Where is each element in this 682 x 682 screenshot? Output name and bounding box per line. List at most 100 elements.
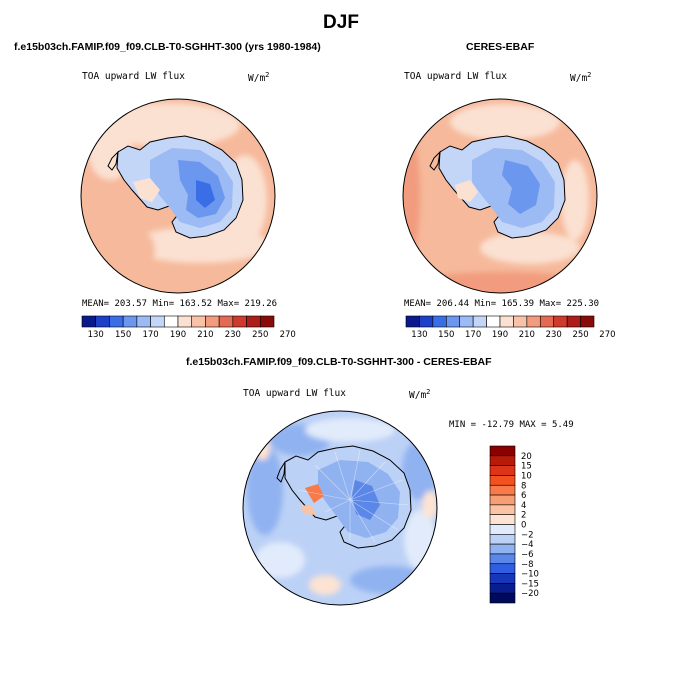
model-colorbar-cell bbox=[95, 315, 110, 328]
obs-colorbar-cell bbox=[513, 315, 528, 328]
obs-panel-title: CERES-EBAF bbox=[466, 41, 535, 53]
model-colorbar-tick-label: 230 bbox=[225, 330, 241, 340]
diff-colorbar-cell bbox=[489, 524, 516, 535]
diff-colorbar-cell bbox=[489, 543, 516, 555]
obs-colorbar: 130 150 170 190 210 230 250 270 bbox=[405, 315, 616, 340]
diff-colorbar-tick-label: −8 bbox=[521, 560, 534, 570]
obs-colorbar-cell bbox=[566, 315, 581, 328]
diff-colorbar-cell bbox=[489, 484, 516, 496]
model-colorbar-cell bbox=[205, 315, 220, 328]
model-colorbar-cell bbox=[232, 315, 247, 328]
obs-map bbox=[403, 99, 597, 293]
model-units: W/m2 bbox=[248, 71, 270, 85]
obs-colorbar-cell bbox=[580, 315, 595, 328]
diff-colorbar-cell bbox=[489, 573, 516, 584]
obs-colorbar-cell bbox=[526, 315, 541, 328]
model-colorbar-cell bbox=[177, 315, 193, 328]
diff-colorbar-tick-label: 6 bbox=[521, 491, 526, 501]
model-colorbar-tick-label: 190 bbox=[170, 330, 186, 340]
diff-colorbar-cell bbox=[489, 475, 516, 486]
obs-colorbar-tick-label: 170 bbox=[465, 330, 481, 340]
diff-colorbar-tick-label: 2 bbox=[521, 511, 526, 521]
model-variable-label: TOA upward LW flux bbox=[82, 71, 185, 82]
diff-colorbar-tick-label: 10 bbox=[521, 471, 532, 481]
model-colorbar-cell bbox=[136, 315, 151, 328]
obs-colorbar-cell bbox=[445, 315, 461, 328]
obs-colorbar-cell bbox=[432, 315, 447, 328]
obs-colorbar-cell bbox=[459, 315, 474, 328]
model-panel-title: f.e15b03ch.FAMIP.f09_f09.CLB-T0-SGHHT-30… bbox=[14, 41, 321, 53]
obs-colorbar-tick-label: 130 bbox=[411, 330, 427, 340]
obs-map-border bbox=[402, 98, 598, 294]
obs-antarctica bbox=[438, 135, 566, 239]
obs-colorbar-cell bbox=[499, 315, 514, 328]
obs-colorbar-cell bbox=[419, 315, 434, 328]
diff-colorbar-tick-label: 8 bbox=[521, 481, 526, 491]
diff-colorbar-cell bbox=[489, 465, 516, 476]
diff-colorbar-cell bbox=[489, 583, 516, 594]
model-colorbar-tick-label: 210 bbox=[197, 330, 213, 340]
diff-colorbar-tick-label: 20 bbox=[521, 452, 532, 462]
obs-stats: MEAN= 206.44 Min= 165.39 Max= 225.30 bbox=[404, 299, 600, 309]
diff-variable-label: TOA upward LW flux bbox=[243, 388, 346, 399]
model-colorbar-cell bbox=[259, 315, 275, 328]
model-map bbox=[81, 99, 275, 293]
obs-colorbar-tick-label: 230 bbox=[546, 330, 562, 340]
obs-variable-label: TOA upward LW flux bbox=[404, 71, 507, 82]
model-colorbar-tick-label: 150 bbox=[115, 330, 131, 340]
obs-colorbar-tick-label: 210 bbox=[519, 330, 535, 340]
model-colorbar-tick-label: 270 bbox=[280, 330, 296, 340]
obs-colorbar-tick-label: 190 bbox=[492, 330, 508, 340]
model-colorbar-cell bbox=[122, 315, 138, 328]
diff-map bbox=[243, 411, 437, 605]
obs-colorbar-cell bbox=[472, 315, 487, 328]
obs-colorbar-cell bbox=[539, 315, 555, 328]
model-colorbar-cell bbox=[150, 315, 165, 328]
diff-colorbar-tick-label: −4 bbox=[521, 540, 534, 550]
diff-colorbar-cell bbox=[489, 455, 516, 466]
diff-colorbar-tick-label: −2 bbox=[521, 530, 534, 540]
diff-stats: MIN = -12.79 MAX = 5.49 bbox=[449, 420, 574, 430]
model-colorbar-cell bbox=[109, 315, 124, 328]
diff-colorbar-cell bbox=[489, 504, 516, 515]
diff-colorbar-tick-label: −6 bbox=[521, 550, 534, 560]
obs-colorbar-tick-label: 250 bbox=[572, 330, 588, 340]
diff-colorbar-cell bbox=[489, 592, 516, 604]
diff-colorbar-tick-label: 0 bbox=[521, 521, 526, 531]
model-colorbar-cell bbox=[246, 315, 261, 328]
model-colorbar-tick-label: 130 bbox=[88, 330, 104, 340]
diff-colorbar-tick-label: 4 bbox=[521, 501, 526, 511]
diff-panel-title: f.e15b03ch.FAMIP.f09_f09.CLB-T0-SGHHT-30… bbox=[186, 356, 492, 368]
obs-colorbar-cell bbox=[405, 315, 420, 328]
obs-colorbar-cell bbox=[486, 315, 501, 328]
model-colorbar-cell bbox=[81, 315, 97, 328]
obs-colorbar-tick-label: 270 bbox=[599, 330, 615, 340]
model-colorbar-cell bbox=[191, 315, 206, 328]
diff-colorbar-cell bbox=[489, 494, 516, 506]
diff-units: W/m2 bbox=[409, 388, 431, 402]
model-colorbar: 130 150 170 190 210 230 250 270 bbox=[81, 315, 296, 340]
model-colorbar-tick-label: 250 bbox=[252, 330, 268, 340]
diff-colorbar-tick-label: −15 bbox=[521, 579, 539, 589]
diff-colorbar-cell bbox=[489, 553, 516, 565]
diff-colorbar-tick-label: 15 bbox=[521, 462, 532, 472]
obs-colorbar-cell bbox=[553, 315, 568, 328]
diff-colorbar-cell bbox=[489, 563, 516, 574]
model-colorbar-cell bbox=[218, 315, 234, 328]
diff-colorbar-tick-label: −10 bbox=[521, 570, 539, 580]
diff-colorbar-cell bbox=[489, 534, 516, 545]
diff-colorbar-tick-label: −20 bbox=[521, 589, 539, 599]
model-stats: MEAN= 203.57 Min= 163.52 Max= 219.26 bbox=[82, 299, 278, 309]
diff-map-border bbox=[242, 410, 438, 606]
diff-colorbar-cell bbox=[489, 445, 516, 457]
diff-antarctica bbox=[284, 445, 412, 549]
model-antarctica bbox=[116, 135, 244, 239]
obs-units: W/m2 bbox=[570, 71, 592, 85]
model-map-border bbox=[80, 98, 276, 294]
model-colorbar-cell bbox=[163, 315, 179, 328]
diff-colorbar-cell bbox=[489, 514, 516, 525]
obs-colorbar-tick-label: 150 bbox=[438, 330, 454, 340]
model-colorbar-tick-label: 170 bbox=[142, 330, 158, 340]
